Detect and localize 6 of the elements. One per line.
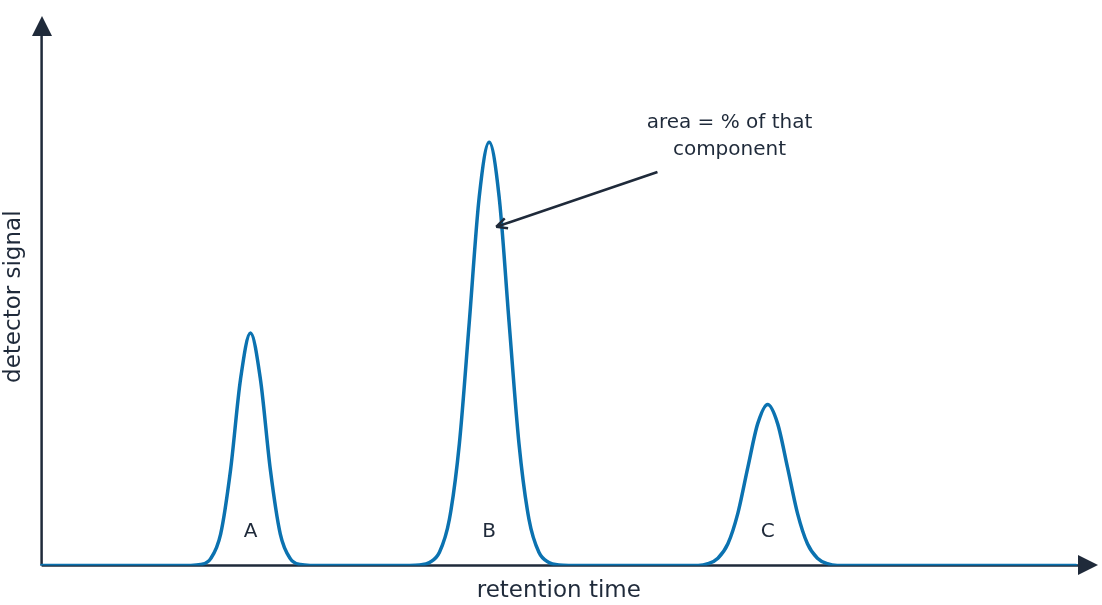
annotation: B	[482, 517, 497, 542]
annotation: A	[243, 517, 258, 542]
x-axis-title: retention time	[476, 576, 641, 603]
y-axis-title: detector signal	[0, 210, 25, 383]
annotation: area = % of that component	[646, 109, 813, 161]
annotation: C	[760, 517, 775, 542]
